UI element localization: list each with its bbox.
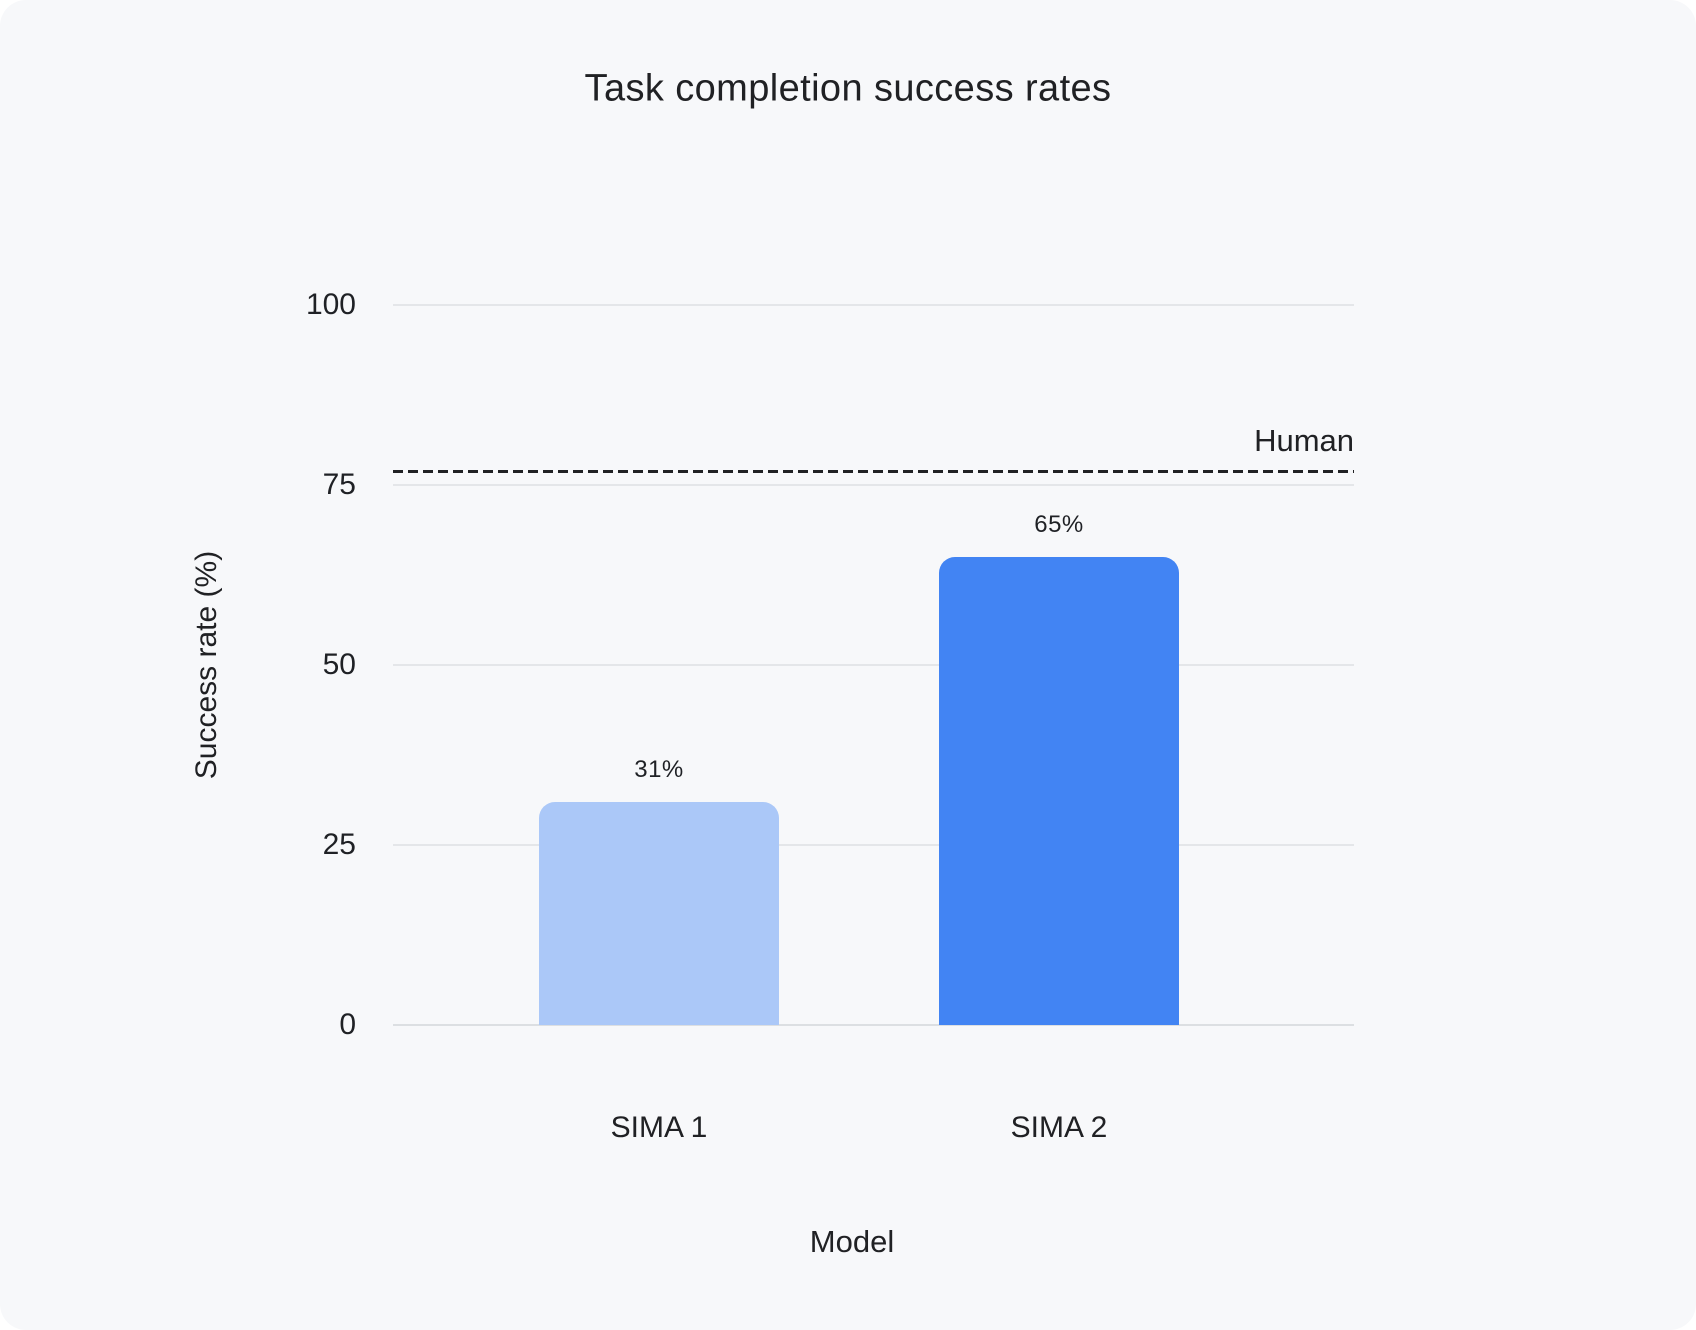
bar-value-label-sima-1: 31% [634,755,684,783]
ytick-label-100: 100 [305,288,356,321]
ytick-label-25: 25 [322,828,356,861]
x-axis-title: Model [809,1224,895,1259]
gridline-0 [393,1024,1354,1026]
bar-sima-2 [939,557,1179,1025]
ytick-label-0: 0 [339,1008,356,1041]
xtick-label-sima-1: SIMA 1 [610,1111,708,1144]
y-axis-title: Success rate (%) [190,550,223,780]
xtick-label-sima-2: SIMA 2 [1010,1111,1108,1144]
ytick-label-75: 75 [322,468,356,501]
human-reference-line [393,469,1354,473]
chart-title: Task completion success rates [584,67,1112,110]
ytick-label-50: 50 [322,648,356,681]
gridline-75 [393,484,1354,486]
human-reference-label: Human [1254,422,1354,458]
bar-sima-1 [539,801,779,1025]
gridline-50 [393,664,1354,666]
gridline-25 [393,844,1354,846]
bar-value-label-sima-2: 65% [1034,511,1084,538]
gridline-100 [393,304,1354,306]
